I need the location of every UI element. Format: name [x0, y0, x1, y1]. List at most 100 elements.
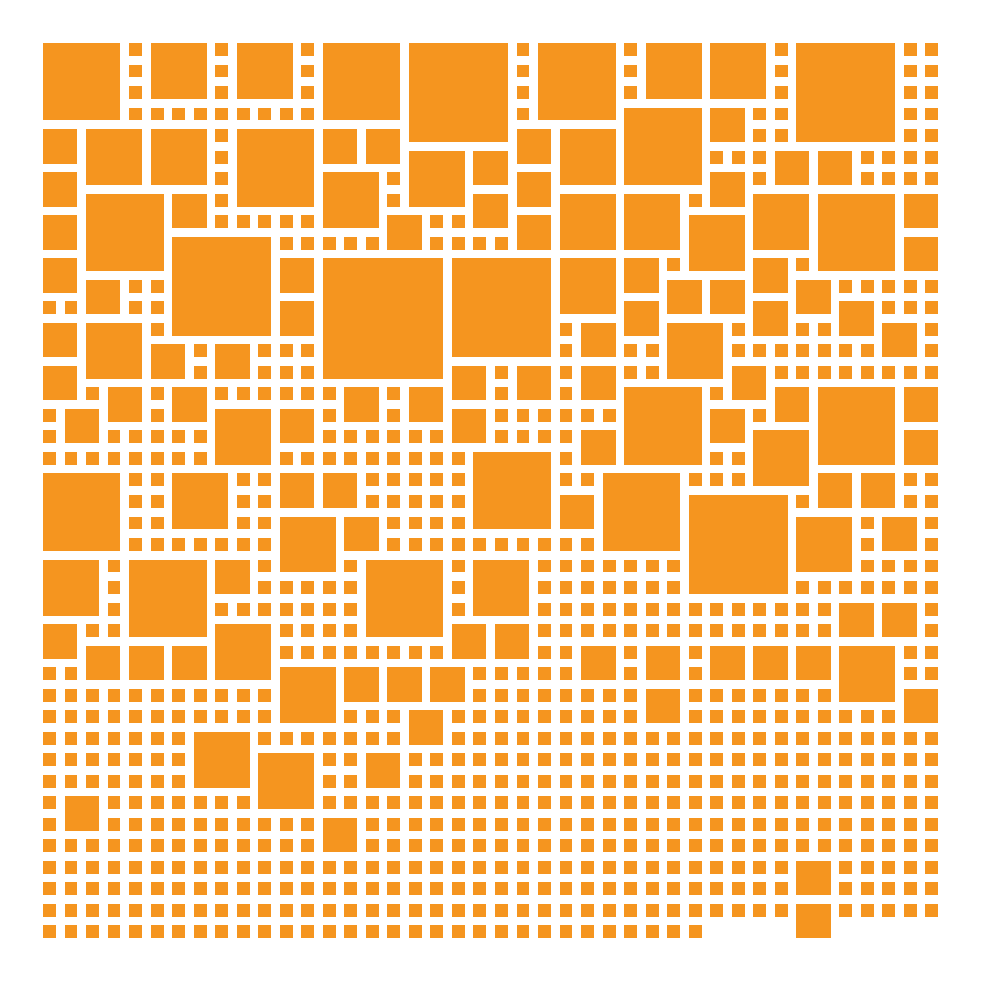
dot-tile — [516, 408, 530, 422]
dot-tile — [322, 882, 336, 896]
dot-tile — [688, 731, 702, 745]
square-block — [839, 645, 896, 702]
dot-tile — [473, 710, 487, 724]
dot-tile — [516, 903, 530, 917]
dot-tile — [430, 516, 444, 530]
square-block — [215, 344, 250, 379]
dot-tile — [882, 796, 896, 810]
dot-tile — [408, 451, 422, 465]
dot-tile — [602, 860, 616, 874]
square-block — [710, 279, 745, 315]
dot-tile — [645, 774, 659, 788]
dot-tile — [624, 817, 638, 831]
dot-tile — [258, 688, 272, 702]
dot-tile — [451, 839, 465, 853]
square-block — [796, 516, 853, 573]
dot-tile — [925, 817, 939, 831]
dot-tile — [430, 882, 444, 896]
dot-tile — [473, 860, 487, 874]
dot-tile — [796, 710, 810, 724]
square-block — [215, 559, 250, 594]
dot-tile — [774, 903, 788, 917]
dot-tile — [796, 344, 810, 358]
square-block — [408, 710, 444, 745]
dot-tile — [430, 903, 444, 917]
square-block — [344, 516, 379, 551]
square-block — [344, 667, 379, 702]
dot-tile — [667, 903, 681, 917]
dot-tile — [882, 731, 896, 745]
dot-tile — [516, 667, 530, 681]
dot-tile — [925, 667, 939, 681]
dot-tile — [107, 839, 121, 853]
dot-tile — [688, 688, 702, 702]
dot-tile — [710, 860, 724, 874]
dot-tile — [882, 559, 896, 573]
dot-tile — [796, 624, 810, 638]
dot-tile — [430, 753, 444, 767]
dot-tile — [150, 107, 164, 121]
dot-tile — [258, 387, 272, 401]
dot-tile — [344, 559, 358, 573]
square-block — [387, 215, 422, 250]
square-block — [796, 279, 831, 315]
dot-tile — [602, 581, 616, 594]
dot-tile — [107, 925, 121, 939]
dot-tile — [710, 839, 724, 853]
dot-tile — [365, 925, 379, 939]
square-block — [624, 193, 681, 250]
dot-tile — [172, 688, 186, 702]
dot-tile — [774, 860, 788, 874]
dot-tile — [215, 538, 229, 551]
dot-tile — [559, 667, 573, 681]
dot-tile — [516, 882, 530, 896]
dot-tile — [473, 817, 487, 831]
dot-tile — [430, 495, 444, 508]
dot-tile — [925, 903, 939, 917]
dot-tile — [753, 903, 767, 917]
dot-tile — [236, 817, 250, 831]
dot-tile — [258, 581, 272, 594]
dot-tile — [645, 882, 659, 896]
dot-tile — [516, 925, 530, 939]
dot-tile — [925, 86, 939, 99]
dot-tile — [602, 903, 616, 917]
dot-tile — [495, 387, 508, 401]
dot-tile — [624, 344, 638, 358]
dot-tile — [495, 882, 508, 896]
dot-tile — [624, 86, 638, 99]
dot-tile — [774, 753, 788, 767]
dot-tile — [387, 538, 401, 551]
dot-tile — [451, 882, 465, 896]
dot-tile — [172, 817, 186, 831]
dot-tile — [129, 839, 142, 853]
dot-tile — [817, 581, 831, 594]
dot-tile — [258, 710, 272, 724]
dot-tile — [279, 236, 293, 250]
dot-tile — [193, 538, 207, 551]
square-block — [753, 430, 810, 487]
dot-tile — [559, 903, 573, 917]
square-block — [43, 473, 121, 551]
dot-tile — [538, 860, 551, 874]
dot-tile — [279, 107, 293, 121]
square-block — [86, 322, 142, 379]
dot-tile — [925, 129, 939, 142]
dot-tile — [365, 796, 379, 810]
dot-tile — [258, 107, 272, 121]
dot-tile — [559, 559, 573, 573]
dot-tile — [882, 150, 896, 164]
square-block — [322, 129, 358, 164]
dot-tile — [667, 602, 681, 616]
dot-tile — [107, 753, 121, 767]
square-block — [172, 645, 207, 681]
dot-tile — [215, 172, 229, 186]
dot-tile — [688, 796, 702, 810]
dot-tile — [236, 688, 250, 702]
dot-tile — [516, 43, 530, 56]
dot-tile — [753, 129, 767, 142]
dot-tile — [559, 753, 573, 767]
dot-tile — [753, 602, 767, 616]
dot-tile — [753, 882, 767, 896]
dot-tile — [451, 215, 465, 229]
